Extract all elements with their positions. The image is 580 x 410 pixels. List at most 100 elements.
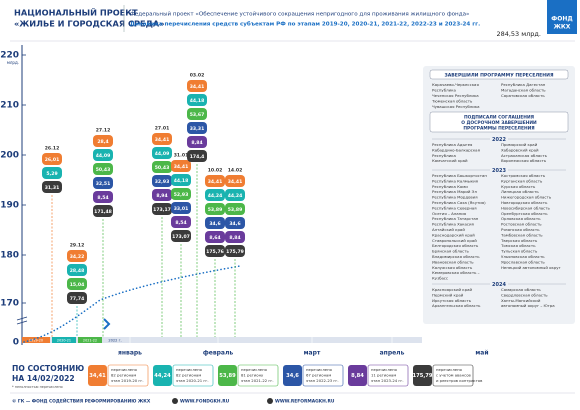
region: Пермский край [432, 292, 464, 297]
pill-value: 44,24 [208, 193, 223, 199]
panel-title: ПОДПИСАЛИ СОГЛАШЕНИЯ [464, 115, 534, 121]
legend-text: этап 2020-21 гг. [176, 378, 209, 383]
region: Карачаево-Черкесская [432, 82, 479, 87]
y-tick-label: 0 [13, 338, 19, 348]
pill [225, 203, 245, 215]
pill-value: 44,09 [96, 153, 111, 159]
pill-value: 34,6 [209, 221, 220, 227]
legend-text: этап 2019-20 гг. [111, 378, 144, 383]
pill [205, 231, 225, 243]
legend-box [432, 364, 474, 387]
region: Осетия – Алания [432, 211, 467, 216]
legend-text: 11 регионам [371, 373, 396, 378]
pill [225, 175, 245, 187]
column-date: 31.01 [174, 153, 189, 159]
region: Самарская область [501, 287, 541, 292]
pill [171, 188, 191, 200]
pill-value: 33,31 [190, 126, 205, 132]
region: Воронежская область [501, 158, 547, 163]
pill [171, 160, 191, 172]
legend-text: 82 регионам [176, 373, 201, 378]
pill-value: 44,09 [155, 151, 170, 157]
timeline [22, 337, 422, 343]
pill-value: 34,41 [174, 164, 189, 170]
pill-value: 175,76 [206, 249, 224, 255]
region: Республика Хакасия [432, 222, 475, 227]
pill [67, 278, 87, 290]
region: Республика Татарстан [432, 216, 479, 221]
region: Новосибирская область [501, 205, 551, 210]
pill [171, 202, 191, 214]
pill [93, 135, 113, 147]
pill [225, 245, 245, 257]
legend-swatch [348, 365, 367, 386]
panel-title: О ДОСРОЧНОМ ЗАВЕРШЕНИИ [461, 120, 537, 126]
pill-value: 5,29 [46, 171, 57, 177]
legend-text: и реестров контрактов [436, 378, 483, 383]
pill-value: 32,51 [96, 181, 111, 187]
y-tick-label: 210 [0, 101, 19, 111]
region: Чеченская Республика [432, 93, 479, 98]
legend-value: 34,41 [89, 373, 106, 379]
pill-value: 44,18 [190, 98, 205, 104]
footer-copyright: © ГК — ФОНД СОДЕЙСТВИЯ РЕФОРМИРОВАНИЮ ЖК… [12, 397, 151, 405]
legend-text: 67 регионам [306, 373, 331, 378]
status: НА 14/02/2022 [12, 374, 75, 383]
pill-value: 171,48 [94, 209, 112, 215]
month-label: апрель [380, 350, 405, 357]
column-date: 29.12 [70, 243, 85, 249]
region: Ханты-Мансийский [501, 298, 541, 303]
region: Костромская область [501, 173, 546, 178]
month-label: май [475, 350, 488, 357]
region: Калужская область [432, 265, 473, 270]
chevron [103, 318, 111, 330]
legend-box [172, 364, 214, 387]
logo [547, 0, 577, 34]
timeline-stage-label: 2021-22 [83, 339, 97, 343]
timeline-stage [52, 337, 76, 343]
pill [187, 94, 207, 106]
region: Республика Северная [432, 205, 477, 210]
pill-value: 28,48 [70, 268, 85, 274]
pill-value: 174,4 [190, 154, 205, 160]
y-tick-label: 190 [0, 201, 19, 211]
y-tick-label: 180 [0, 251, 19, 261]
region: Республика Саха (Якутия) [432, 200, 486, 205]
y-tick-label: 170 [0, 299, 19, 309]
pill [187, 122, 207, 134]
pill [205, 175, 225, 187]
pill [93, 163, 113, 175]
timeline-stage-label: 2022 г. [108, 339, 121, 343]
month-label: февраль [203, 350, 234, 357]
pill-value: 31,31 [45, 185, 60, 191]
pill-value: 32,93 [155, 179, 170, 185]
legend-swatch [413, 365, 432, 386]
pill [67, 264, 87, 276]
region: Тульская область [500, 249, 538, 254]
column-date: 10.02 [208, 168, 223, 174]
pill [152, 133, 172, 145]
region: Магаданская область [501, 88, 546, 93]
region: автономный округ – Югра [501, 303, 555, 308]
region: Новгородская область [501, 200, 548, 205]
pill [42, 167, 62, 179]
pill [225, 217, 245, 229]
pill-value: 77,74 [70, 296, 85, 302]
pill-value: 34,41 [155, 137, 170, 143]
region: Орловская область [501, 216, 541, 221]
region: Ярославская область [501, 259, 545, 264]
pill [187, 150, 207, 162]
panel-box [429, 69, 569, 80]
legend-box [107, 364, 149, 387]
region: Республика Дагестан [501, 82, 546, 87]
legend-box [367, 364, 409, 387]
legend-text: перечислено [241, 367, 268, 372]
y-tick-label: 220 [0, 51, 19, 61]
pill-value: 53,89 [208, 207, 223, 213]
pill-value: 8,84 [229, 235, 240, 241]
project-title: НАЦИОНАЛЬНЫЙ ПРОЕКТ [14, 7, 138, 18]
year: 2022 [492, 137, 506, 143]
subtitle: Федеральный проект «Обеспечение устойчив… [130, 11, 469, 18]
region: Саратовская область [501, 93, 545, 98]
